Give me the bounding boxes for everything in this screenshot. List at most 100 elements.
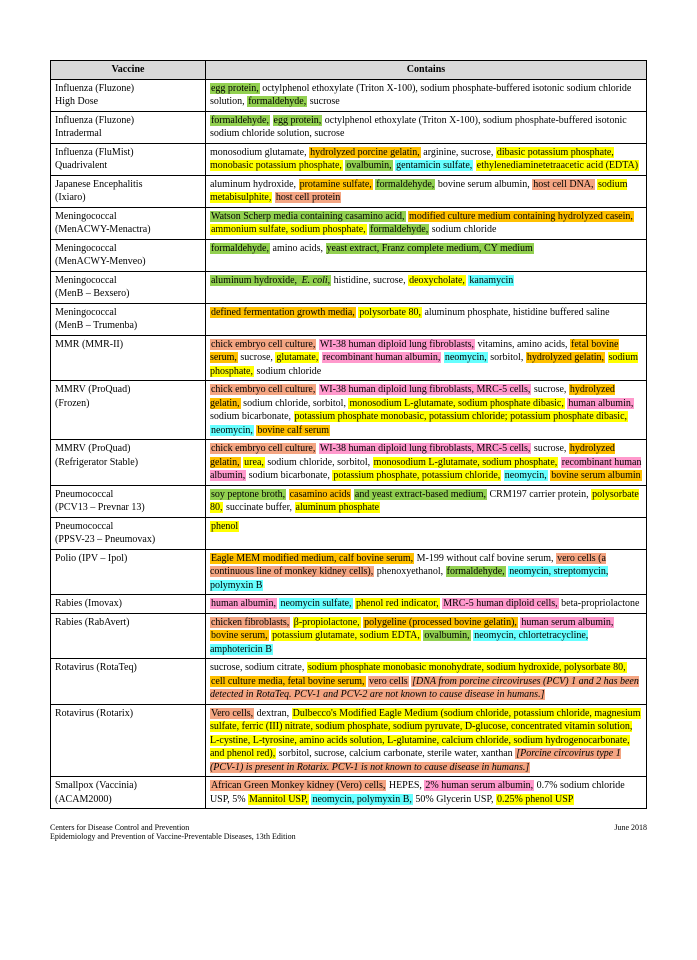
footer-org: Centers for Disease Control and Preventi… — [50, 823, 614, 832]
ingredient-segment: formaldehyde, — [210, 115, 270, 126]
table-row: Smallpox (Vaccinia)(ACAM2000) African Gre… — [51, 777, 647, 809]
ingredient-segment: defined fermentation growth media, — [210, 307, 356, 318]
table-row: Pneumococcal(PPSV-23 – Pneumovax)phenol — [51, 517, 647, 549]
contains-cell: aluminum hydroxide, E. coli, histidine, … — [205, 271, 646, 303]
ingredient-segment: formaldehyde, — [247, 96, 307, 107]
ingredient-segment: formaldehyde, — [375, 179, 435, 190]
ingredient-segment: sucrose, — [531, 384, 569, 395]
ingredient-segment: phenoxyethanol, — [374, 566, 445, 577]
ingredient-segment: chicken fibroblasts, — [210, 617, 290, 628]
vaccine-name-cell: Smallpox (Vaccinia)(ACAM2000) — [51, 777, 206, 809]
contains-cell: chick embryo cell culture, WI-38 human d… — [205, 440, 646, 486]
table-row: Influenza (FluMist)Quadrivalentmonosodiu… — [51, 143, 647, 175]
table-row: Rabies (RabAvert)chicken fibroblasts, β-… — [51, 613, 647, 659]
contains-cell: Watson Scherp media containing casamino … — [205, 207, 646, 239]
ingredient-segment: chick embryo cell culture, — [210, 339, 316, 350]
ingredient-segment: egg protein, — [210, 83, 260, 94]
ingredient-segment: chick embryo cell culture, — [210, 443, 316, 454]
table-row: Rotavirus (RotaTeq) sucrose, sodium citra… — [51, 659, 647, 705]
ingredient-segment: sucrose, sodium citrate, — [210, 662, 307, 673]
ingredient-segment: vero cells — [368, 676, 409, 687]
ingredient-segment: host cell DNA, — [532, 179, 594, 190]
ingredient-segment: phenol red indicator, — [355, 598, 440, 609]
ingredient-segment: urea, — [243, 457, 265, 468]
ingredient-segment: sorbitol, sucrose, calcium carbonate, st… — [276, 748, 515, 759]
vaccine-name-cell: Influenza (FluMist)Quadrivalent — [51, 143, 206, 175]
ingredient-segment: neomycin, — [210, 425, 254, 436]
contains-cell: defined fermentation growth media, polys… — [205, 303, 646, 335]
table-row: Meningococcal(MenACWY-Menveo)formaldehyd… — [51, 239, 647, 271]
ingredient-segment: potassium phosphate, potassium chloride, — [332, 470, 501, 481]
table-row: Meningococcal(MenB – Trumenba)defined fe… — [51, 303, 647, 335]
ingredient-segment: formaldehyde, — [446, 566, 506, 577]
ingredient-segment: WI-38 human diploid lung fibroblasts, MR… — [319, 384, 532, 395]
header-vaccine: Vaccine — [51, 61, 206, 80]
ingredient-segment: sodium bicarbonate, — [210, 411, 294, 422]
ingredient-segment: aluminum phosphate, histidine buffered s… — [422, 307, 610, 318]
ingredient-segment: aluminum hydroxide, — [210, 275, 301, 286]
vaccine-name-cell: Japanese Encephalitis(Ixiaro) — [51, 175, 206, 207]
table-row: MMRV (ProQuad)(Frozen) chick embryo cell … — [51, 381, 647, 440]
ingredient-segment: CRM197 carrier protein, — [487, 489, 591, 500]
ingredient-segment: gentamicin sulfate, — [395, 160, 473, 171]
ingredient-segment: sodium chloride — [429, 224, 496, 235]
vaccine-name-cell: Meningococcal(MenB – Trumenba) — [51, 303, 206, 335]
footer-source: Centers for Disease Control and Preventi… — [50, 823, 614, 841]
ingredient-segment: monosodium L-glutamate, sodium phosphate… — [348, 398, 564, 409]
table-row: Japanese Encephalitis(Ixiaro)aluminum hy… — [51, 175, 647, 207]
ingredient-segment: WI-38 human diploid lung fibroblasts, — [319, 339, 475, 350]
contains-cell: phenol — [205, 517, 646, 549]
footer-publication: Epidemiology and Prevention of Vaccine-P… — [50, 832, 614, 841]
ingredient-segment: chick embryo cell culture, — [210, 384, 316, 395]
ingredient-segment: and yeast extract-based medium, — [354, 489, 487, 500]
ingredient-segment: MRC-5 human diploid cells, — [442, 598, 558, 609]
vaccine-name-cell: Meningococcal(MenACWY-Menveo) — [51, 239, 206, 271]
ingredient-segment: protamine sulfate, — [299, 179, 373, 190]
contains-cell: aluminum hydroxide, protamine sulfate, f… — [205, 175, 646, 207]
ingredient-segment: sorbitol, — [488, 352, 526, 363]
table-row: Meningococcal(MenACWY-Menactra)Watson Sc… — [51, 207, 647, 239]
ingredient-segment: host cell protein — [275, 192, 341, 203]
vaccine-name-cell: Rotavirus (RotaTeq) — [51, 659, 206, 705]
ingredient-segment: yeast extract, Franz complete medium, CY… — [326, 243, 534, 254]
vaccine-name-cell: Rabies (Imovax) — [51, 595, 206, 614]
table-row: MMRV (ProQuad)(Refrigerator Stable)chick… — [51, 440, 647, 486]
ingredient-segment: neomycin, — [444, 352, 488, 363]
vaccine-ingredients-table: Vaccine Contains Influenza (Fluzone)High… — [50, 60, 647, 809]
ingredient-segment: ammonium sulfate, sodium phosphate, — [210, 224, 367, 235]
ingredient-segment: E. coli, — [301, 275, 332, 286]
contains-cell: formaldehyde, egg protein, octylphenol e… — [205, 111, 646, 143]
ingredient-segment: bovine calf serum — [256, 425, 330, 436]
ingredient-segment: hydrolyzed gelatin, — [526, 352, 605, 363]
ingredient-segment: glutamate, — [275, 352, 319, 363]
ingredient-segment: dextran, — [254, 708, 292, 719]
vaccine-name-cell: Rotavirus (Rotarix) — [51, 704, 206, 777]
ingredient-segment: kanamycin — [468, 275, 514, 286]
ingredient-segment: sucrose, — [238, 352, 276, 363]
ingredient-segment: succinate buffer, — [223, 502, 294, 513]
ingredient-segment: aluminum hydroxide, — [210, 179, 299, 190]
vaccine-name-cell: MMRV (ProQuad)(Frozen) — [51, 381, 206, 440]
ingredient-segment: human albumin, — [567, 398, 634, 409]
ingredient-segment: casamino acids — [289, 489, 352, 500]
ingredient-segment: monosodium glutamate, — [210, 147, 309, 158]
vaccine-name-cell: Influenza (Fluzone)High Dose — [51, 79, 206, 111]
ingredient-segment: amino acids, — [270, 243, 326, 254]
table-row: Influenza (Fluzone)Intradermalformaldehy… — [51, 111, 647, 143]
contains-cell: soy peptone broth, casamino acids and ye… — [205, 485, 646, 517]
ingredient-segment: African Green Monkey kidney (Vero) cells… — [210, 780, 386, 791]
table-row: Pneumococcal(PCV13 – Prevnar 13)soy pept… — [51, 485, 647, 517]
contains-cell: formaldehyde, amino acids, yeast extract… — [205, 239, 646, 271]
ingredient-segment: sodium phosphate monobasic monohydrate, … — [307, 662, 627, 673]
header-contains: Contains — [205, 61, 646, 80]
vaccine-name-cell: Pneumococcal(PCV13 – Prevnar 13) — [51, 485, 206, 517]
ingredient-segment: human serum albumin, — [520, 617, 614, 628]
ingredient-segment: HEPES, — [386, 780, 424, 791]
ingredient-segment: sucrose — [307, 96, 340, 107]
page-footer: Centers for Disease Control and Preventi… — [50, 823, 647, 841]
vaccine-name-cell: Meningococcal(MenACWY-Menactra) — [51, 207, 206, 239]
ingredient-segment: Vero cells, — [210, 708, 254, 719]
contains-cell: monosodium glutamate, hydrolyzed porcine… — [205, 143, 646, 175]
ingredient-segment: Mannitol USP, — [248, 794, 309, 805]
ingredient-segment: modified culture medium containing hydro… — [408, 211, 634, 222]
